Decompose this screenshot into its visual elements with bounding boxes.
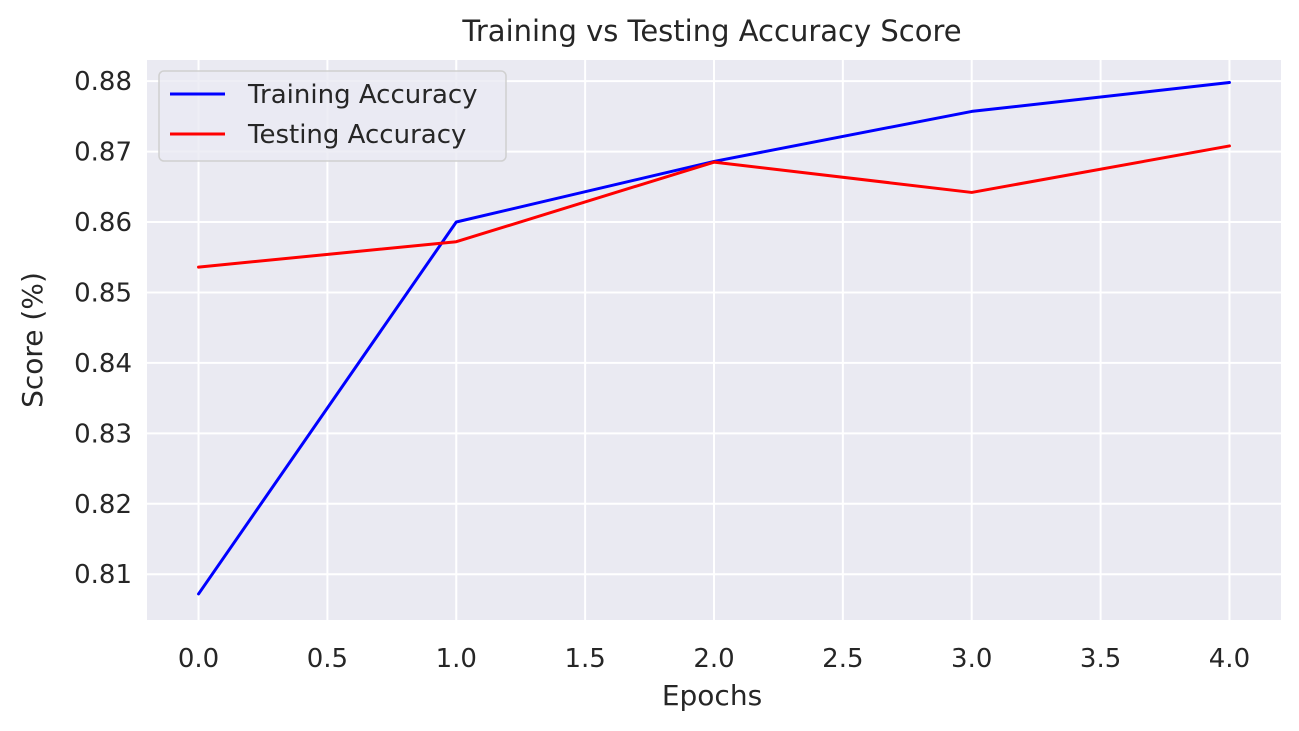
y-tick-label: 0.83 (74, 419, 132, 449)
x-axis-label: Epochs (662, 679, 762, 712)
x-tick-label: 3.5 (1080, 644, 1121, 674)
legend-box (158, 70, 507, 162)
x-tick-label: 1.0 (436, 644, 477, 674)
y-tick-label: 0.87 (74, 138, 132, 168)
legend-label-testing: Testing Accuracy (247, 120, 466, 150)
y-tick-label: 0.84 (74, 349, 132, 379)
x-tick-label: 2.0 (693, 644, 734, 674)
y-tick-label: 0.82 (74, 490, 132, 520)
y-tick-labels: 0.81 0.82 0.83 0.84 0.85 0.86 0.87 0.88 (74, 67, 132, 590)
legend: Training Accuracy Testing Accuracy (158, 70, 507, 162)
y-tick-label: 0.81 (74, 560, 132, 590)
x-tick-label: 1.5 (564, 644, 605, 674)
x-tick-label: 4.0 (1209, 644, 1250, 674)
x-tick-labels: 0.0 0.5 1.0 1.5 2.0 2.5 3.0 3.5 4.0 (178, 644, 1250, 674)
series-lines (197, 81, 1231, 596)
chart-title: Training vs Testing Accuracy Score (461, 14, 961, 48)
y-axis-label: Score (%) (16, 272, 49, 408)
y-tick-label: 0.88 (74, 67, 132, 97)
y-tick-label: 0.85 (74, 278, 132, 308)
legend-label-training: Training Accuracy (247, 80, 478, 110)
series-line-testing-accuracy (197, 144, 1231, 269)
x-tick-label: 2.5 (822, 644, 863, 674)
y-tick-label: 0.86 (74, 208, 132, 238)
x-tick-label: 0.0 (178, 644, 219, 674)
x-tick-label: 3.0 (951, 644, 992, 674)
x-tick-label: 0.5 (307, 644, 348, 674)
